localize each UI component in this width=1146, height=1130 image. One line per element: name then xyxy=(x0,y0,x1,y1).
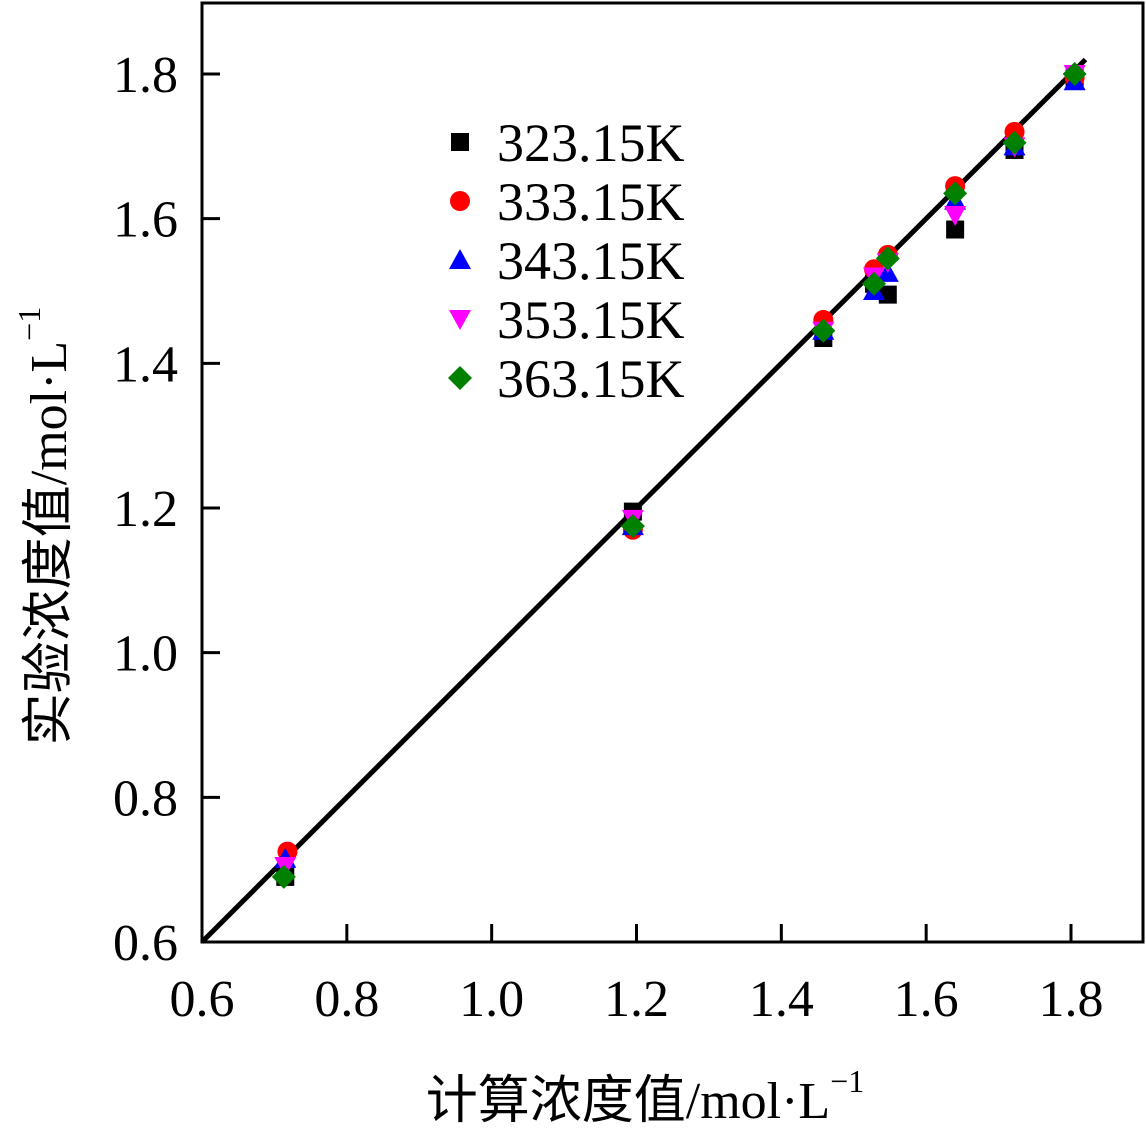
plot-frame xyxy=(200,1,1145,944)
legend-marker-333.15K xyxy=(450,191,470,211)
x-tick-label: 1.6 xyxy=(894,971,959,1028)
y-tick-label: 1.2 xyxy=(113,481,178,538)
series-363.15K xyxy=(271,62,1087,889)
x-axis-label: 计算浓度值/mol·L−1 xyxy=(426,1063,864,1130)
data-point-363.15K xyxy=(862,271,887,296)
data-point-363.15K xyxy=(875,246,900,271)
y-tick-label: 0.8 xyxy=(113,770,178,827)
y-tick-label: 1.8 xyxy=(113,47,178,104)
x-tick-label: 1.0 xyxy=(459,971,524,1028)
data-points-layer xyxy=(271,62,1087,889)
x-tick-label: 0.8 xyxy=(314,971,379,1028)
y-axis-label-text: 实验浓度值/mol·L xyxy=(21,341,78,745)
x-tick-label: 0.6 xyxy=(170,971,235,1028)
reference-line xyxy=(200,57,1088,944)
legend-marker-343.15K xyxy=(449,249,471,269)
legend-label: 333.15K xyxy=(497,172,685,232)
legend-label: 363.15K xyxy=(497,349,685,409)
legend-marker-323.15K xyxy=(451,133,469,151)
data-point-363.15K xyxy=(1002,130,1027,155)
x-tick-label: 1.8 xyxy=(1039,971,1104,1028)
x-axis-label-text: 计算浓度值/mol·L xyxy=(426,1073,830,1130)
legend-label: 353.15K xyxy=(497,290,685,350)
legend-label: 323.15K xyxy=(497,113,685,173)
y-axis-label-exponent: −1 xyxy=(11,307,47,341)
x-tick-label: 1.4 xyxy=(749,971,814,1028)
data-point-363.15K xyxy=(811,318,836,343)
y-tick-label: 0.6 xyxy=(113,915,178,972)
legend-marker-363.15K xyxy=(448,366,472,390)
reference-line-layer xyxy=(200,57,1088,944)
ticks-layer: 0.6 0.8 1.0 1.2 1.4 1.6 1.8 0.6 0.8 1.0 1.2 1.4 1.6 1… xyxy=(113,47,1104,1028)
y-tick-label: 1.6 xyxy=(113,192,178,249)
legend-marker-353.15K xyxy=(449,310,471,330)
y-axis-label: 实验浓度值/mol·L−1 xyxy=(11,307,78,745)
y-tick-label: 1.4 xyxy=(113,336,178,393)
data-point-363.15K xyxy=(943,181,968,206)
data-point-363.15K xyxy=(1062,62,1087,86)
legend-label: 343.15K xyxy=(497,231,685,291)
x-axis-label-exponent: −1 xyxy=(830,1063,864,1099)
y-tick-label: 1.0 xyxy=(113,626,178,683)
data-point-353.15K xyxy=(944,206,967,227)
data-point-323.15K xyxy=(946,220,965,239)
data-point-363.15K xyxy=(271,864,296,889)
data-point-363.15K xyxy=(620,514,645,539)
x-tick-label: 1.2 xyxy=(604,971,669,1028)
